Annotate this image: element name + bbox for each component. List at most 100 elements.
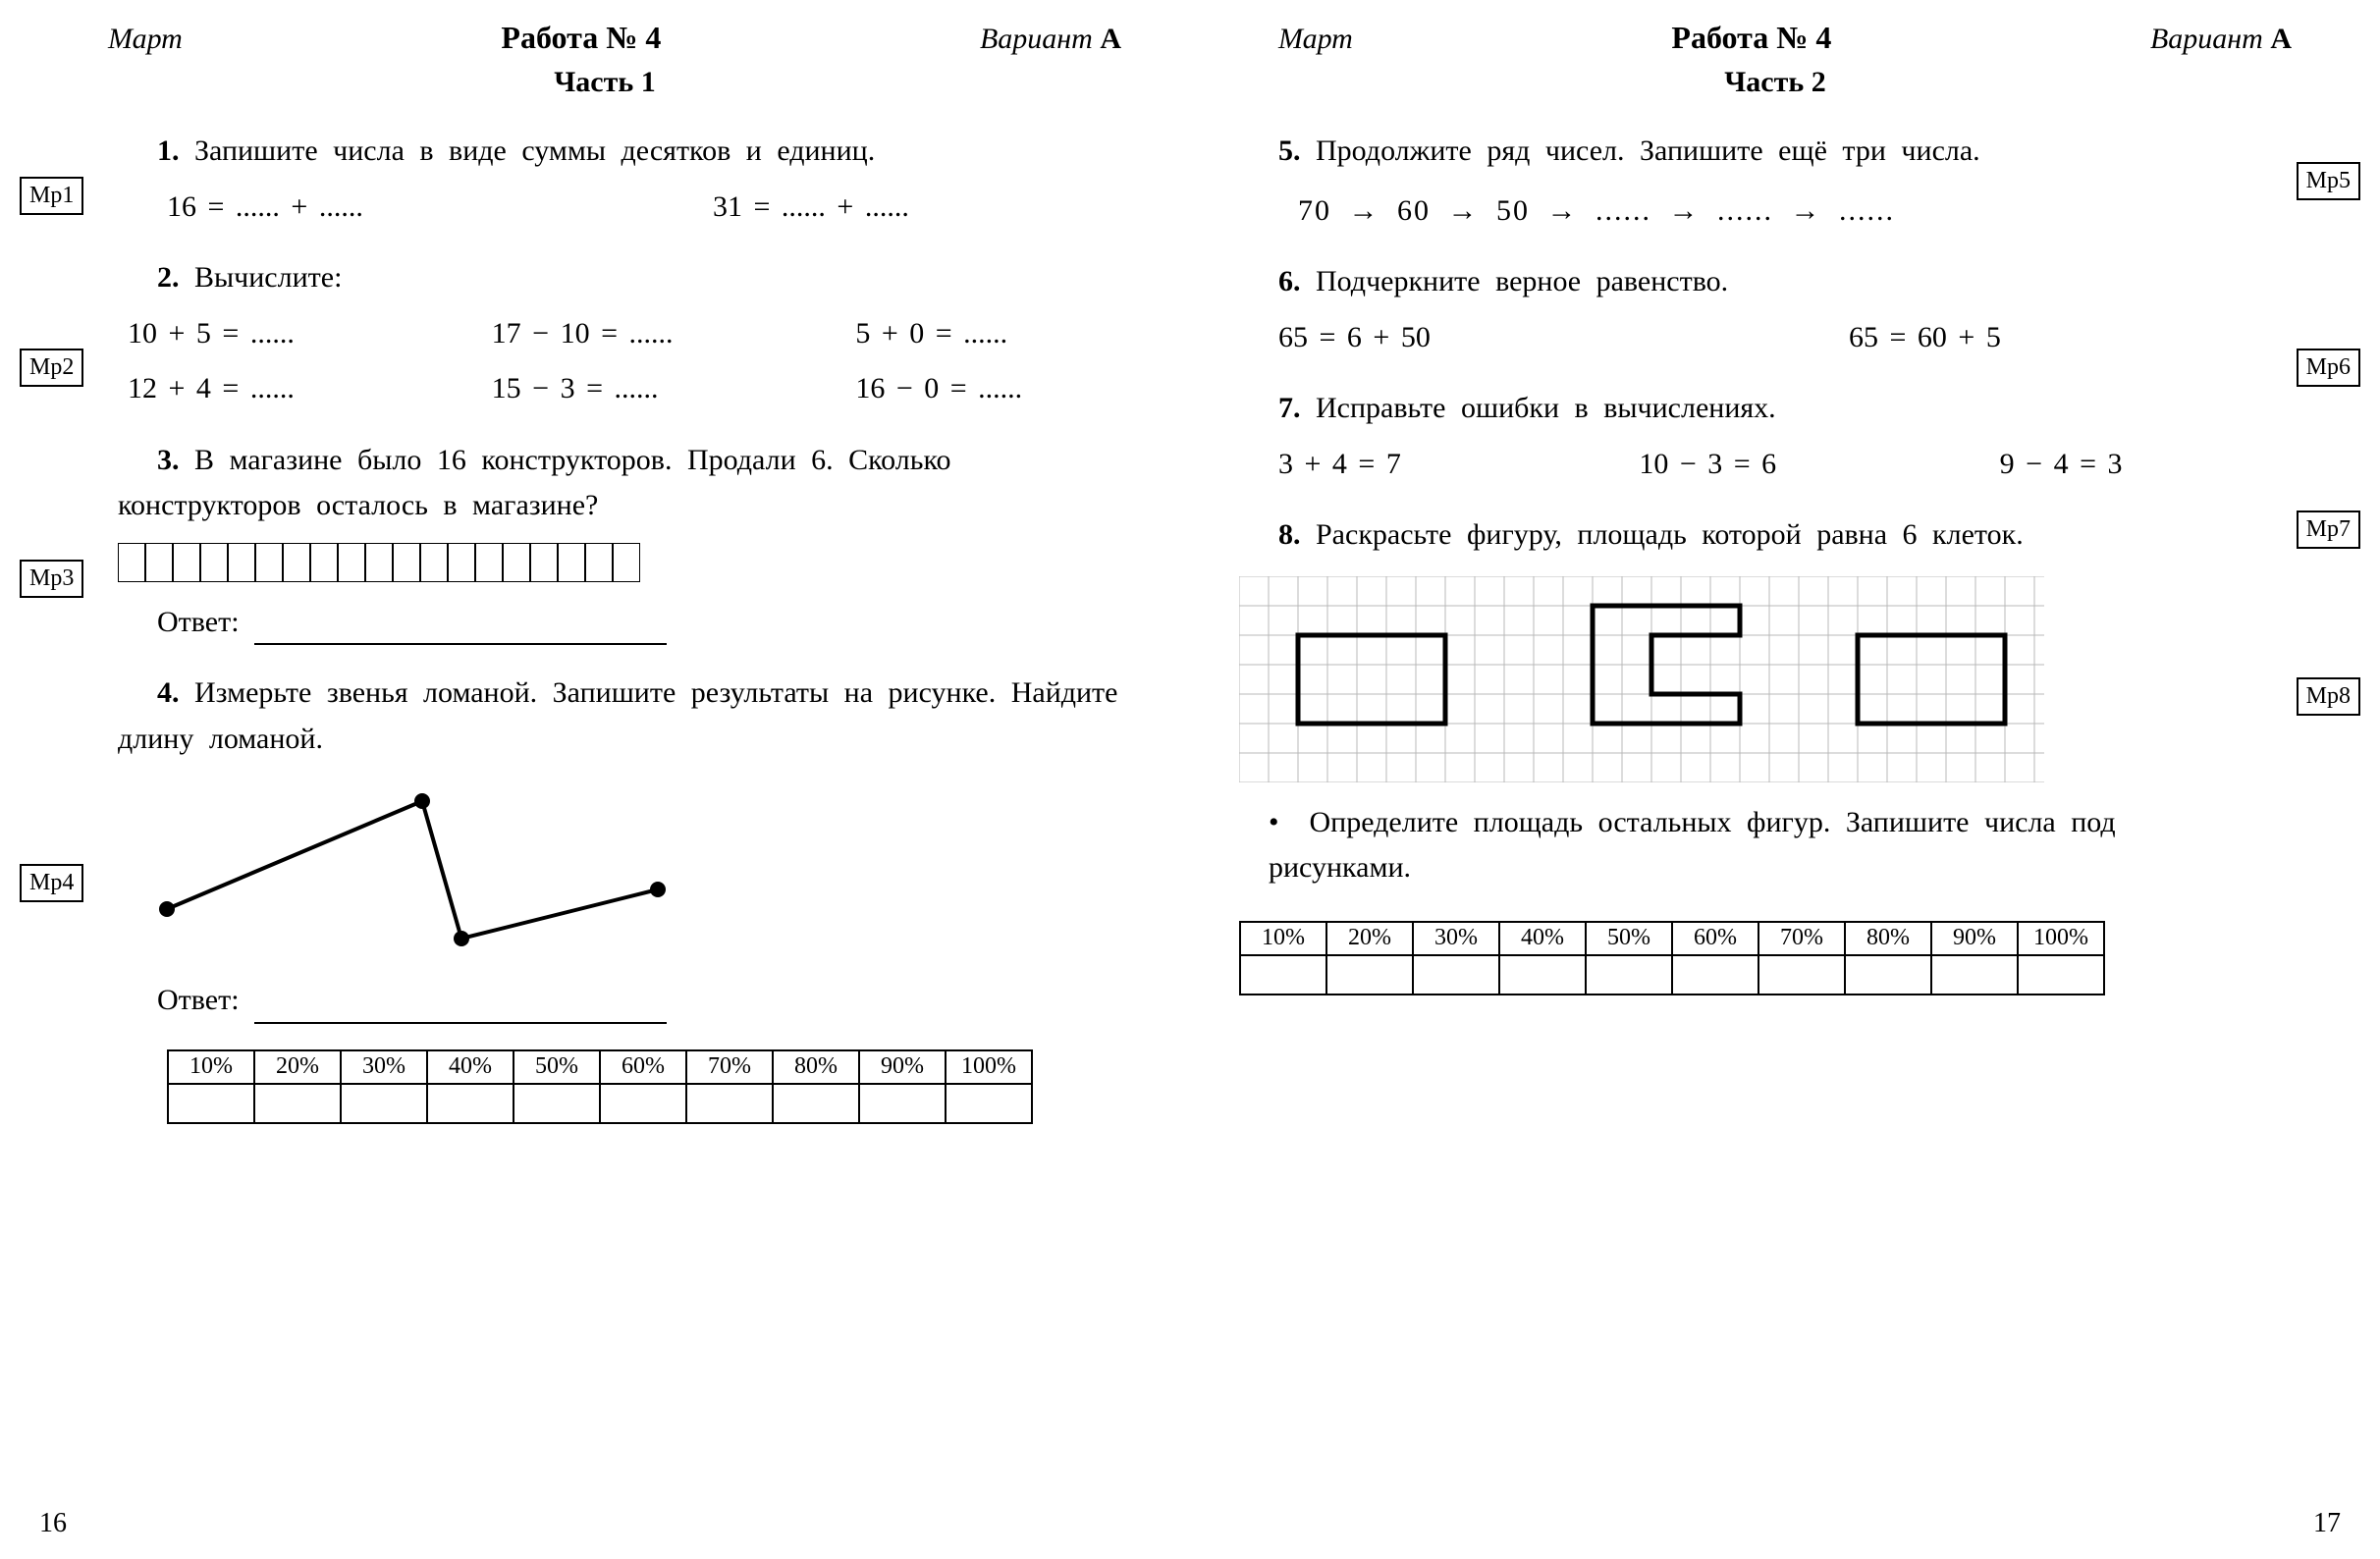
- grid-cell: [585, 543, 613, 582]
- page-left: Март Работа № 4 Вариант A Часть 1 Мр1 1.…: [20, 10, 1190, 1539]
- mp-box-2: Мр2: [20, 349, 83, 387]
- task-2-text: Вычислите:: [194, 261, 342, 294]
- task-4-answer: Ответ:: [118, 978, 1141, 1024]
- task-3-answer: Ответ:: [118, 600, 1141, 646]
- mp-box-3: Мр3: [20, 560, 83, 598]
- grid-cell: [228, 543, 255, 582]
- task-5: 5. Продолжите ряд чисел. Запишите ещё тр…: [1239, 129, 2262, 234]
- variant: Вариант A: [2150, 23, 2292, 56]
- percent-cell: 100%: [2018, 922, 2104, 955]
- page-number-left: 16: [39, 1508, 67, 1539]
- task-8-figure: [1239, 576, 2262, 782]
- polyline-diagram: [137, 772, 687, 968]
- mp-box-5: Мр5: [2297, 162, 2360, 200]
- grid-cell: [338, 543, 365, 582]
- percent-cell: 70%: [1758, 922, 1845, 955]
- percent-blank: [341, 1084, 427, 1123]
- percent-blank: [1672, 955, 1758, 995]
- header-left: Март Работа № 4 Вариант A: [108, 20, 1121, 56]
- part-1-title: Часть 1: [49, 66, 1161, 99]
- percent-cell: 20%: [1326, 922, 1413, 955]
- percent-blank: [1326, 955, 1413, 995]
- task-3-text: В магазине было 16 конструкторов. Продал…: [118, 444, 951, 522]
- grid-cell: [613, 543, 640, 582]
- percent-cell: 90%: [1931, 922, 2018, 955]
- task-7: 7. Исправьте ошибки в вычислениях. 3 + 4…: [1239, 386, 2262, 487]
- task-8-sub: • Определите площадь остальных фигур. За…: [1269, 800, 2262, 891]
- grid-cell: [365, 543, 393, 582]
- task-1: 1. Запишите числа в виде суммы десятков …: [118, 129, 1141, 230]
- grid-cell: [145, 543, 173, 582]
- percent-blank: [600, 1084, 686, 1123]
- task-4-figure: [137, 772, 1141, 968]
- percent-blank: [1931, 955, 2018, 995]
- percent-cell: 90%: [859, 1050, 946, 1084]
- percent-cell: 30%: [341, 1050, 427, 1084]
- task-1-text: Запишите числа в виде суммы десятков и е…: [194, 134, 875, 167]
- mp-box-7: Мр7: [2297, 511, 2360, 549]
- header-right: Март Работа № 4 Вариант A: [1278, 20, 2292, 56]
- percent-blank: [946, 1084, 1032, 1123]
- part-2-title: Часть 2: [1219, 66, 2331, 99]
- task-1-eq2: 31 = ...... + ......: [674, 185, 1141, 231]
- task-6-text: Подчеркните верное равенство.: [1316, 265, 1728, 297]
- grid-cell: [173, 543, 200, 582]
- shapes-diagram: [1239, 576, 2044, 782]
- task-4-text: Измерьте звенья ломаной. Запишите резуль…: [118, 676, 1118, 755]
- percent-blank: [254, 1084, 341, 1123]
- task-1-eq1: 16 = ...... + ......: [128, 185, 595, 231]
- grid-cell: [503, 543, 530, 582]
- percent-blank: [427, 1084, 514, 1123]
- percent-blank: [686, 1084, 773, 1123]
- grid-cell: [448, 543, 475, 582]
- variant: Вариант A: [980, 23, 1121, 56]
- task-3: 3. В магазине было 16 конструкторов. Про…: [118, 438, 1141, 646]
- percent-blank: [773, 1084, 859, 1123]
- mp-box-1: Мр1: [20, 177, 83, 215]
- percent-blank: [168, 1084, 254, 1123]
- month: Март: [108, 23, 183, 56]
- page-right: Март Работа № 4 Вариант A Часть 2 Мр5 5.…: [1190, 10, 2360, 1539]
- percent-blank: [859, 1084, 946, 1123]
- task-8-text: Раскрасьте фигуру, площадь которой равна…: [1316, 518, 2024, 551]
- grid-cell: [475, 543, 503, 582]
- answer-line: [254, 992, 667, 1024]
- task-7-text: Исправьте ошибки в вычислениях.: [1316, 392, 1776, 424]
- percent-blank: [1586, 955, 1672, 995]
- grid-cell: [558, 543, 585, 582]
- task-8: 8. Раскрасьте фигуру, площадь которой ра…: [1239, 512, 2262, 891]
- percent-cell: 40%: [427, 1050, 514, 1084]
- percent-cell: 60%: [1672, 922, 1758, 955]
- percent-blank: [1240, 955, 1326, 995]
- percent-cell: 60%: [600, 1050, 686, 1084]
- grid-cell: [310, 543, 338, 582]
- mp-box-4: Мр4: [20, 864, 83, 902]
- percent-cell: 40%: [1499, 922, 1586, 955]
- mp-box-8: Мр8: [2297, 677, 2360, 716]
- grid-cell: [255, 543, 283, 582]
- percent-cell: 80%: [1845, 922, 1931, 955]
- grid-cell: [420, 543, 448, 582]
- task-2: 2. Вычислите: 10 + 5 = ...... 17 − 10 = …: [118, 255, 1141, 412]
- percent-cell: 10%: [168, 1050, 254, 1084]
- grid-cell: [283, 543, 310, 582]
- task-5-text: Продолжите ряд чисел. Запишите ещё три ч…: [1316, 134, 1980, 167]
- percent-cell: 50%: [514, 1050, 600, 1084]
- percent-blank: [2018, 955, 2104, 995]
- grid-cell: [393, 543, 420, 582]
- percent-cell: 80%: [773, 1050, 859, 1084]
- answer-line: [254, 613, 667, 645]
- percent-blank: [1499, 955, 1586, 995]
- percent-blank: [1758, 955, 1845, 995]
- task-5-seq: 70 → 60 → 50 → ...... → ...... → ......: [1259, 188, 2262, 235]
- page-number-right: 17: [2313, 1508, 2341, 1539]
- work-title: Работа № 4: [1671, 20, 1831, 56]
- percent-blank: [1413, 955, 1499, 995]
- percent-blank: [1845, 955, 1931, 995]
- month: Март: [1278, 23, 1353, 56]
- percent-cell: 30%: [1413, 922, 1499, 955]
- grid-cell: [200, 543, 228, 582]
- percent-cell: 10%: [1240, 922, 1326, 955]
- task-3-grid: [118, 543, 1141, 582]
- percent-table-left: 10%20%30%40%50%60%70%80%90%100%: [167, 1049, 1161, 1124]
